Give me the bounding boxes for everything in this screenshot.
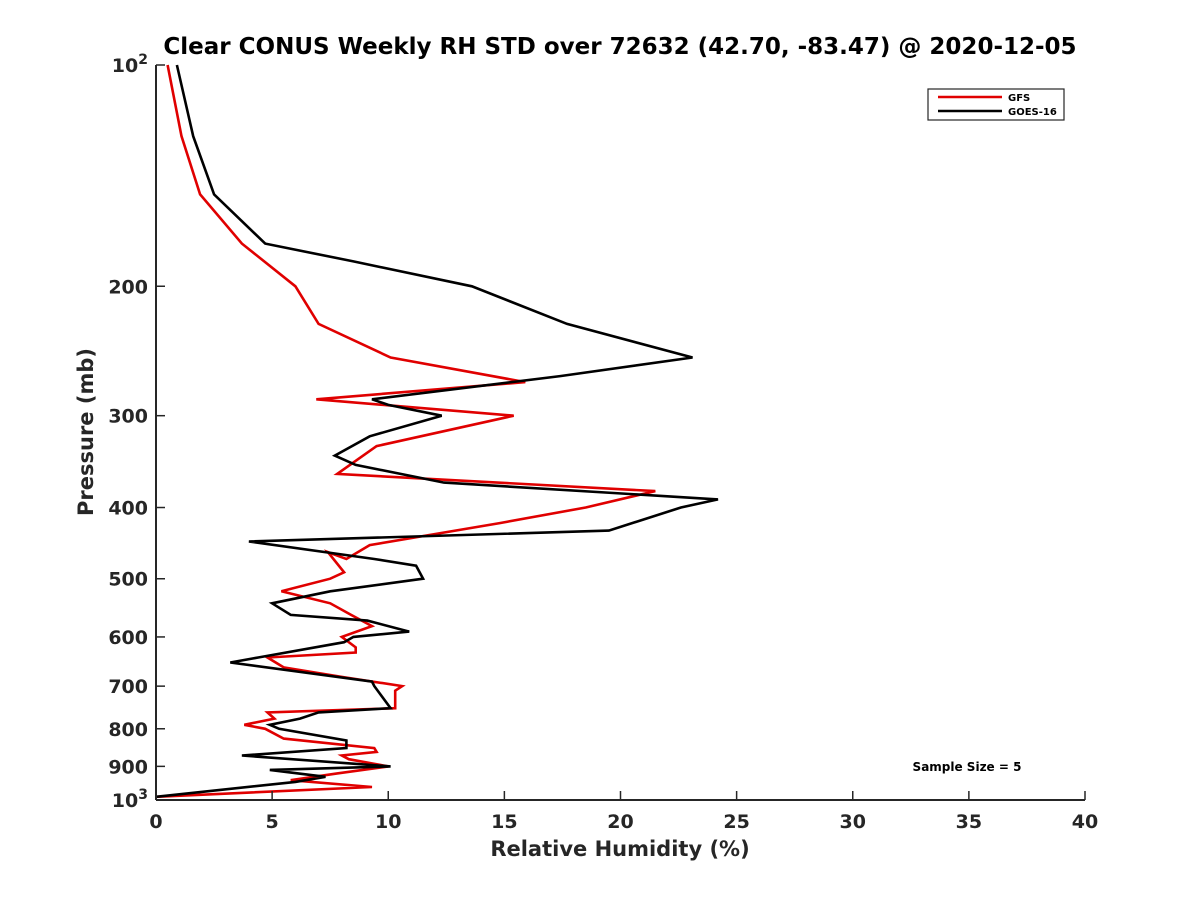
x-tick-label: 5 [266,811,279,833]
x-tick-label: 15 [491,811,517,833]
x-axis-label: Relative Humidity (%) [490,837,749,861]
y-ticks: 102 200 300 400 500 600 700 800 900 103 [108,52,165,812]
x-tick-label: 30 [840,811,866,833]
x-ticks: 0 5 10 15 20 25 30 35 40 [149,791,1098,833]
axes [155,65,1085,801]
y-tick-label: 102 [112,52,148,77]
x-tick-label: 35 [956,811,982,833]
x-tick-label: 25 [723,811,749,833]
x-tick-label: 10 [375,811,401,833]
y-tick-label: 800 [108,719,148,741]
x-tick-label: 40 [1072,811,1098,833]
legend-label-goes16: GOES-16 [1008,107,1057,118]
y-tick-label: 600 [108,627,148,649]
legend: GFS GOES-16 [927,88,1065,121]
series-line-gfs [155,64,656,799]
y-tick-label: 300 [108,406,148,428]
series-line-goes16 [155,64,719,799]
plot-area [155,64,719,799]
y-tick-label: 200 [108,276,148,298]
y-tick-label: 400 [108,498,148,520]
sample-size-annotation: Sample Size = 5 [913,760,1022,774]
legend-label-gfs: GFS [1008,93,1030,104]
x-tick-label: 0 [149,811,162,833]
legend-box [927,88,1065,121]
y-tick-label: 900 [108,756,148,778]
y-tick-label: 500 [108,569,148,591]
y-axis-label: Pressure (mb) [74,348,98,516]
y-tick-label: 700 [108,676,148,698]
chart-title: Clear CONUS Weekly RH STD over 72632 (42… [163,34,1076,60]
y-tick-label: 103 [112,787,148,812]
x-tick-label: 20 [607,811,633,833]
